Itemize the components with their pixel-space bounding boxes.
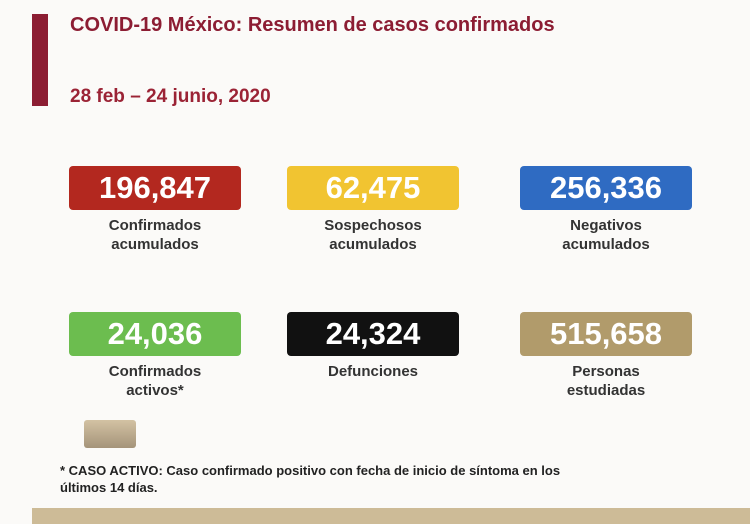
card-value: 24,036: [69, 312, 241, 356]
label-line: Personas: [572, 363, 640, 380]
card-value: 256,336: [520, 166, 692, 210]
card-value: 62,475: [287, 166, 459, 210]
card-value: 24,324: [287, 312, 459, 356]
label-line: acumulados: [111, 236, 199, 253]
card-label: Confirmados activos*: [55, 362, 255, 400]
card-label: Personas estudiadas: [506, 362, 706, 400]
card-value: 196,847: [69, 166, 241, 210]
card-label: Confirmados acumulados: [55, 216, 255, 254]
accent-bar: [32, 14, 48, 106]
label-line: estudiadas: [566, 382, 646, 399]
label-line: acumulados: [329, 236, 417, 253]
card-value: 515,658: [520, 312, 692, 356]
label-line: Confirmados: [108, 217, 202, 234]
label-line: Sospechosos: [324, 217, 422, 234]
date-range: 28 feb – 24 junio, 2020: [70, 86, 271, 107]
card-label: Sospechosos acumulados: [273, 216, 473, 254]
logo-icon: [84, 420, 136, 448]
label-line: Confirmados: [108, 363, 202, 380]
label-line: Negativos: [570, 217, 642, 234]
footnote: * CASO ACTIVO: Caso confirmado positivo …: [60, 462, 560, 496]
label-line: Defunciones: [327, 363, 418, 380]
card-label: Defunciones: [273, 362, 473, 381]
bottom-strip: [32, 508, 750, 524]
footnote-line: últimos 14 días.: [60, 480, 158, 495]
label-line: activos*: [126, 382, 184, 399]
title: COVID-19 México: Resumen de casos confir…: [70, 14, 555, 36]
footnote-line: * CASO ACTIVO: Caso confirmado positivo …: [60, 463, 561, 478]
card-label: Negativos acumulados: [506, 216, 706, 254]
label-line: acumulados: [562, 236, 650, 253]
